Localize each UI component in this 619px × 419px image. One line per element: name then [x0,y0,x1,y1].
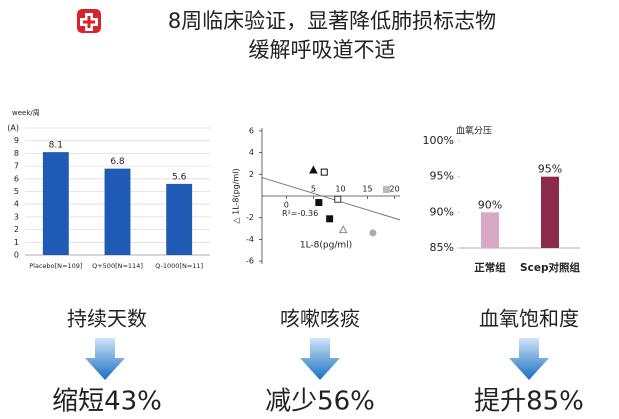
value-label: 8.1 [49,141,63,151]
y-tick-label: 4 [14,200,19,209]
y-axis-label: 血氧分压 [456,125,492,137]
bar [42,152,69,255]
x-tick-label: 5 [311,185,316,194]
x-tick-label: Scep对照组 [520,261,580,274]
panel-label: 血氧饱和度 [479,307,579,331]
bar [541,176,559,248]
y-tick-label: 9 [14,136,19,145]
point [320,168,328,176]
title-line: 8周临床验证，显著降低肺损标志物 [168,9,496,33]
y-axis-label: week/周 [12,109,40,117]
point [334,195,342,203]
point [315,199,323,207]
y-tick-label: 1 [14,238,19,247]
y-axis-label: △ 1L-8(pg/ml) [232,168,241,223]
y-tick-label: 3 [14,212,19,221]
y-tick-label: 2 [249,170,254,179]
y-tick-label: 2 [14,225,19,234]
point [326,215,334,223]
y-tick-label: (A) [7,124,19,133]
bar [104,168,131,255]
x-tick-label: Q+500[N=114] [92,262,143,270]
x-tick-label: 10 [335,185,345,194]
bar [166,183,193,255]
logo-icon [77,9,101,33]
panel-result: 减少56% [265,387,375,417]
y-tick-label: 7 [14,162,19,171]
annotation: R²=-0.36 [282,209,318,218]
y-tick-label: 6 [14,174,19,183]
x-tick-label: 20 [389,185,399,194]
point [382,185,390,193]
y-tick-label: 100% [423,134,454,147]
bar [481,212,499,248]
y-tick-label: -6 [246,257,254,266]
value-label: 6.8 [110,157,125,167]
y-tick-label: 4 [249,148,254,157]
point [369,229,377,237]
x-tick-label: 正常组 [474,261,506,274]
x-tick-label: 15 [362,185,372,194]
y-tick-label: 95% [430,170,454,183]
value-label: 5.6 [172,172,187,182]
arrows [85,338,549,380]
y-tick-label: -4 [246,235,254,244]
trendline [261,177,401,221]
x-tick-label: Q-1000[N=11] [155,262,203,270]
y-tick-label: 8 [14,149,19,158]
y-tick-label: -2 [246,213,254,222]
panel-result: 提升85% [474,387,584,417]
point [309,165,318,174]
value-label: 95% [538,163,562,176]
value-label: 90% [478,198,502,211]
panel-label: 咳嗽咳痰 [280,307,360,331]
panel-label: 持续天数 [67,307,147,331]
y-tick-label: 5 [14,187,19,196]
y-tick-label: 0 [14,251,19,260]
x-tick-label: Placebo[N=109] [29,262,82,270]
title-line: 缓解呼吸道不适 [249,38,396,62]
x-axis-label: 1L-8(pg/ml) [300,241,352,251]
y-tick-label: 90% [430,205,454,218]
x-tick-label: 0 [284,201,289,210]
y-tick-label: 85% [430,241,454,254]
point [338,225,348,234]
y-tick-label: 6 [249,126,254,135]
panel-result: 缩短43% [52,387,162,417]
